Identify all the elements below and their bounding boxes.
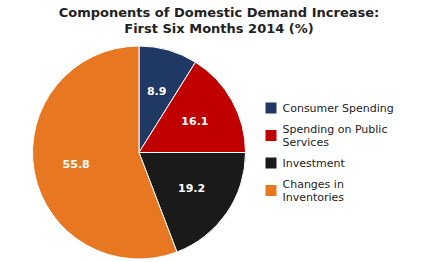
- title-line: First Six Months 2014 (%): [124, 21, 313, 36]
- legend-item: Changes inInventories: [266, 178, 345, 204]
- data-label: 16.1: [181, 115, 208, 128]
- legend-label: Spending on PublicServices: [283, 123, 388, 149]
- legend-label-line: Spending on Public: [283, 123, 388, 136]
- data-labels: 8.9 16.1 19.2 55.8: [63, 85, 209, 196]
- legend-label: Changes inInventories: [283, 178, 345, 204]
- legend-swatch: [266, 185, 277, 196]
- chart: Components of Domestic Demand Increase:F…: [0, 0, 438, 262]
- pie: [33, 46, 246, 259]
- legend-label-line: Consumer Spending: [283, 102, 394, 115]
- legend-label: Investment: [283, 157, 346, 170]
- legend-swatch: [266, 158, 277, 169]
- legend-label-line: Inventories: [283, 191, 345, 204]
- pie-slice: [139, 62, 246, 152]
- title: Components of Domestic Demand Increase:F…: [59, 5, 379, 36]
- legend-item: Spending on PublicServices: [266, 123, 388, 149]
- data-label: 55.8: [63, 158, 90, 171]
- legend-label-line: Investment: [283, 157, 346, 170]
- pie-slice: [33, 46, 177, 259]
- legend: Consumer Spending Spending on PublicServi…: [266, 102, 394, 204]
- legend-label-line: Changes in: [283, 178, 344, 191]
- legend-item: Investment: [266, 157, 346, 170]
- legend-label-line: Services: [283, 136, 330, 149]
- legend-swatch: [266, 130, 277, 141]
- title-line: Components of Domestic Demand Increase:: [59, 5, 379, 20]
- legend-swatch: [266, 103, 277, 114]
- data-label: 19.2: [178, 182, 205, 195]
- data-label: 8.9: [147, 85, 167, 98]
- legend-item: Consumer Spending: [266, 102, 394, 115]
- legend-label: Consumer Spending: [283, 102, 394, 115]
